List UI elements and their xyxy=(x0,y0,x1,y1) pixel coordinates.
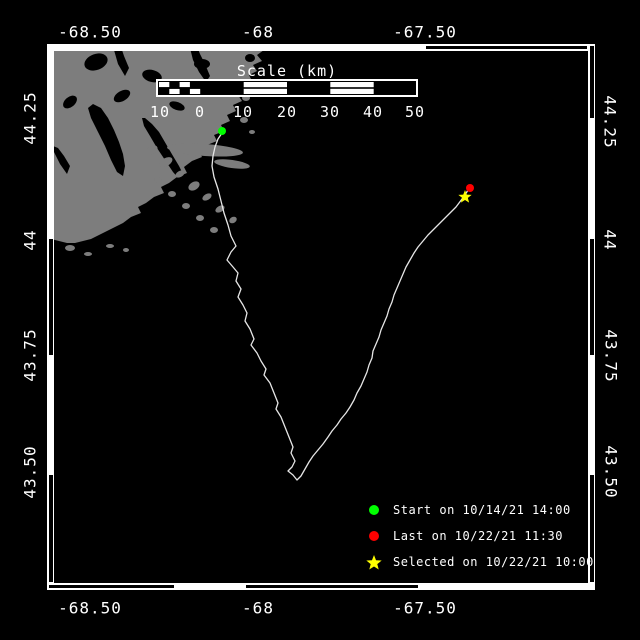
axis-label-lat-right-2: 44 xyxy=(600,229,620,251)
axis-label-lat-left-3: 43.75 xyxy=(20,328,40,382)
selected-marker[interactable] xyxy=(458,190,472,203)
scale-tick-label-0: 10 xyxy=(149,103,171,121)
scale-tick-label-2: 10 xyxy=(232,103,254,121)
scale-bar xyxy=(156,79,418,97)
legend-item-start: Start on 10/14/21 14:00 xyxy=(364,498,571,522)
axis-label-lat-right-4: 43.50 xyxy=(601,445,621,499)
map-frame-zebra-segments xyxy=(49,46,594,588)
axis-label-lon-bottom-2: -68 xyxy=(242,598,274,618)
axis-label-lon-top-2: -68 xyxy=(242,22,274,42)
scale-tick-label-4: 30 xyxy=(319,103,341,121)
islands xyxy=(65,95,255,256)
axis-label-lat-right-3: 43.75 xyxy=(601,329,621,383)
selected-star-icon xyxy=(366,554,382,570)
last-marker[interactable] xyxy=(466,184,474,192)
legend-item-selected: Selected on 10/22/21 10:00 xyxy=(364,550,594,574)
map-frame xyxy=(47,44,595,590)
legend-item-last: Last on 10/22/21 11:30 xyxy=(364,524,563,548)
map-frame-top xyxy=(47,44,595,51)
scale-bar-title: Scale (km) xyxy=(236,62,338,80)
start-marker[interactable] xyxy=(218,127,226,135)
axis-label-lat-left-1: 44.25 xyxy=(20,91,40,145)
axis-label-lat-left-2: 44 xyxy=(20,229,40,251)
track-line[interactable] xyxy=(211,132,469,481)
scale-tick-label-6: 50 xyxy=(404,103,426,121)
legend-label-last: Last on 10/22/21 11:30 xyxy=(393,529,563,543)
axis-label-lon-top-3: -67.50 xyxy=(393,22,457,42)
last-dot-icon xyxy=(369,531,379,541)
coastline-layer xyxy=(48,45,266,256)
scale-tick-label-5: 40 xyxy=(362,103,384,121)
axis-label-lat-right-1: 44.25 xyxy=(600,95,620,149)
scale-tick-label-3: 20 xyxy=(276,103,298,121)
axis-label-lat-left-4: 43.50 xyxy=(20,445,40,499)
scale-tick-label-1: 0 xyxy=(194,103,206,121)
legend-label-selected: Selected on 10/22/21 10:00 xyxy=(393,555,594,569)
scale-bar-midline xyxy=(159,87,415,89)
axis-label-lon-bottom-1: -68.50 xyxy=(58,598,122,618)
axis-label-lon-top-1: -68.50 xyxy=(58,22,122,42)
legend-label-start: Start on 10/14/21 14:00 xyxy=(393,503,571,517)
start-dot-icon xyxy=(369,505,379,515)
axis-label-lon-bottom-3: -67.50 xyxy=(393,598,457,618)
